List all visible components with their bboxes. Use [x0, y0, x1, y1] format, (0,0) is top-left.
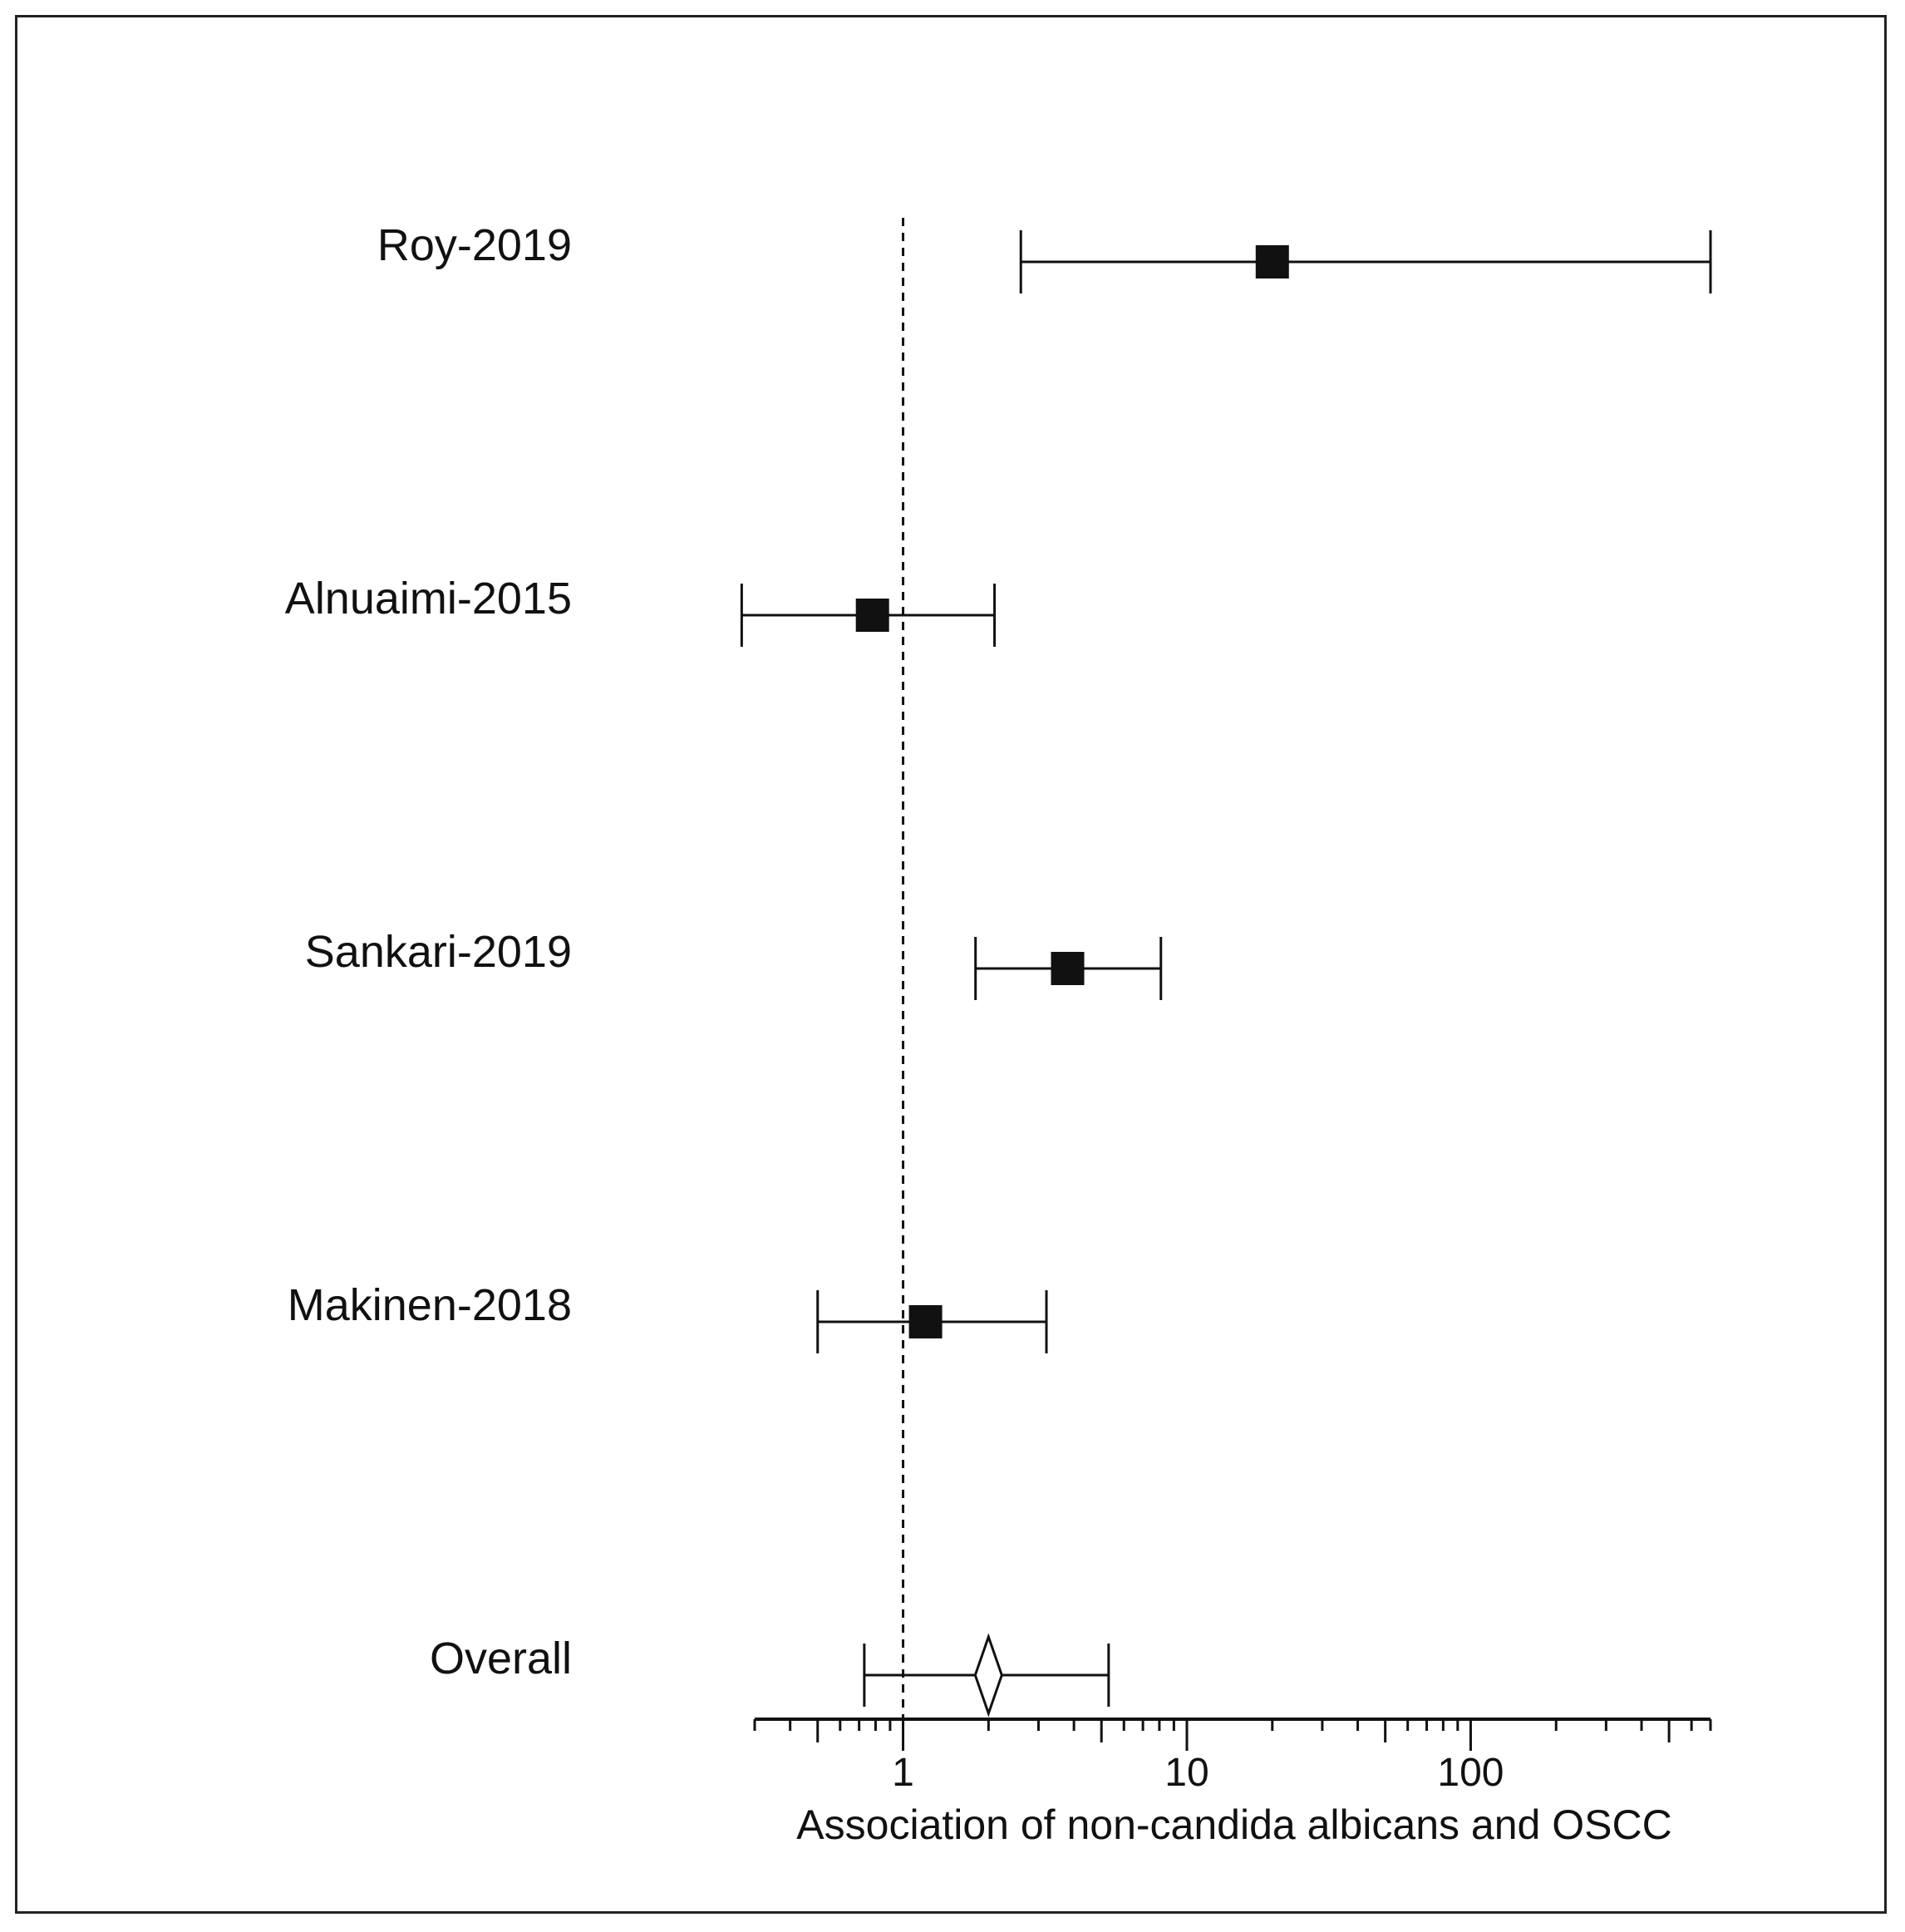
study-label: Overall [430, 1634, 572, 1683]
overall-diamond-marker [973, 1633, 1003, 1718]
point-estimate-marker [855, 599, 889, 632]
chart-frame [15, 15, 1887, 1914]
study-label: Sankari-2019 [305, 927, 572, 977]
x-tick-label: 100 [1437, 1751, 1504, 1795]
study-label: Roy-2019 [377, 220, 572, 270]
point-estimate-marker [908, 1305, 943, 1338]
study-label: Makinen-2018 [288, 1280, 572, 1330]
x-axis-label: Association of non-candida albicans and … [796, 1801, 1671, 1848]
point-estimate-marker [1255, 245, 1289, 278]
x-tick-label: 1 [892, 1751, 914, 1795]
point-estimate-marker [1051, 952, 1085, 985]
x-tick-label: 10 [1164, 1751, 1208, 1795]
study-label: Alnuaimi-2015 [285, 574, 572, 623]
